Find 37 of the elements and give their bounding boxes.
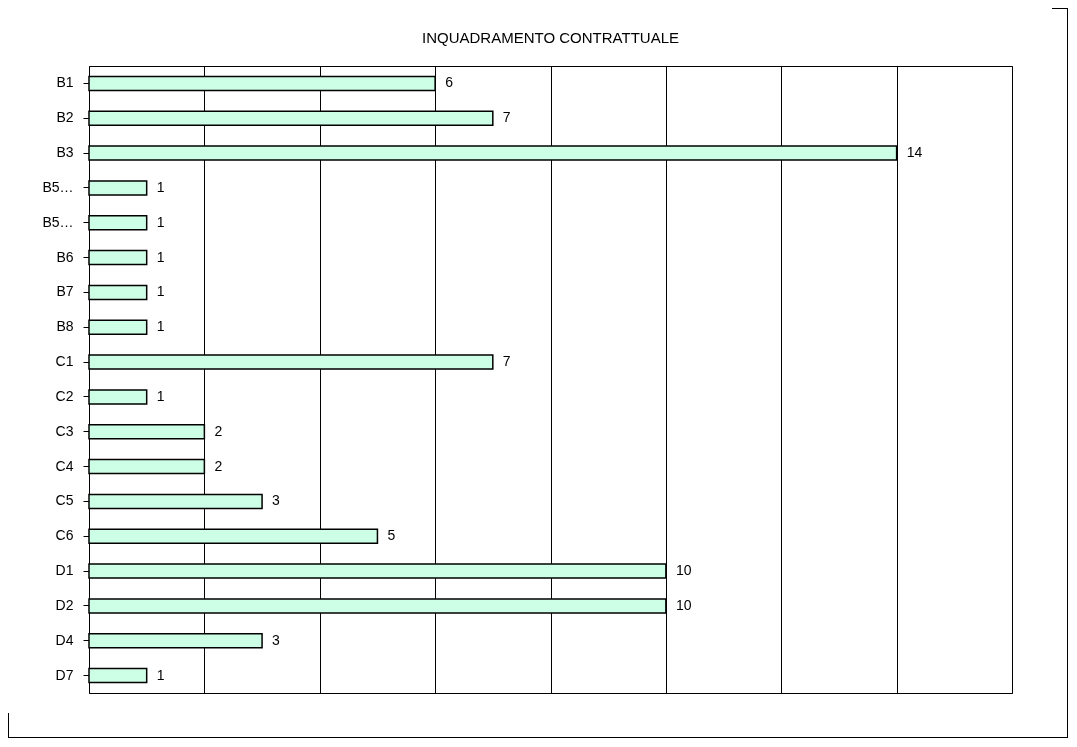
y-tick-label: D4 xyxy=(55,631,74,648)
chart-title: INQUADRAMENTO CONTRATTUALE xyxy=(422,29,679,46)
data-label: 1 xyxy=(156,178,165,195)
y-tick-label: B1 xyxy=(56,74,74,91)
y-tick-label: B5… xyxy=(42,178,74,195)
y-tick-label: B3 xyxy=(56,144,74,161)
y-tick-label: B2 xyxy=(56,109,74,126)
y-tick-label: B7 xyxy=(56,283,74,300)
data-label: 14 xyxy=(906,144,923,161)
y-tick-label: D2 xyxy=(55,596,74,613)
data-label: 1 xyxy=(156,318,165,335)
data-label: 7 xyxy=(502,109,511,126)
data-label: 10 xyxy=(675,562,692,579)
data-label: 1 xyxy=(156,213,165,230)
y-tick-label: B8 xyxy=(56,318,74,335)
data-label: 2 xyxy=(214,422,223,439)
y-tick-label: B6 xyxy=(56,248,74,265)
y-tick-label: B5… xyxy=(42,213,74,230)
y-tick-label: C3 xyxy=(55,422,74,439)
y-tick-label: C4 xyxy=(55,457,74,474)
y-tick-label: C1 xyxy=(55,353,74,370)
y-tick-label: C2 xyxy=(55,387,74,404)
data-label: 2 xyxy=(214,457,223,474)
data-label: 3 xyxy=(272,492,281,509)
data-label: 10 xyxy=(675,596,692,613)
data-label: 1 xyxy=(156,387,165,404)
data-label: 7 xyxy=(502,353,511,370)
y-tick-label: C5 xyxy=(55,492,74,509)
data-label: 1 xyxy=(156,248,165,265)
data-label: 1 xyxy=(156,666,165,683)
y-tick-label: D7 xyxy=(55,666,74,683)
data-label: 6 xyxy=(445,74,454,91)
data-label: 3 xyxy=(272,631,281,648)
data-label: 5 xyxy=(387,527,396,544)
y-tick-label: C6 xyxy=(55,527,74,544)
data-label: 1 xyxy=(156,283,165,300)
y-tick-label: D1 xyxy=(55,562,74,579)
